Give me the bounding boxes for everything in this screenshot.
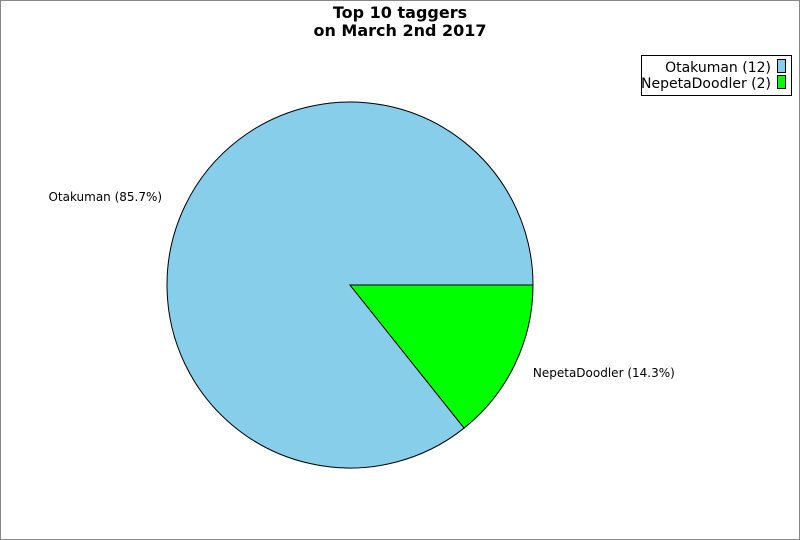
chart-title-line1: Top 10 taggers — [333, 3, 467, 22]
legend-label-otakuman: Otakuman (12) — [665, 60, 771, 76]
legend: Otakuman (12)NepetaDoodler (2) — [641, 55, 792, 96]
chart-title-line2: on March 2nd 2017 — [313, 21, 486, 40]
legend-label-nepetadoodler: NepetaDoodler (2) — [641, 76, 771, 92]
legend-swatch-nepetadoodler — [777, 75, 786, 89]
slice-label-nepetadoodler: NepetaDoodler (14.3%) — [533, 366, 675, 380]
legend-swatch-otakuman — [777, 59, 786, 73]
pie-slice-otakuman — [166, 101, 534, 469]
legend-box — [641, 55, 792, 96]
slice-label-otakuman: Otakuman (85.7%) — [48, 190, 162, 204]
pie-slice-nepetadoodler — [348, 284, 534, 429]
